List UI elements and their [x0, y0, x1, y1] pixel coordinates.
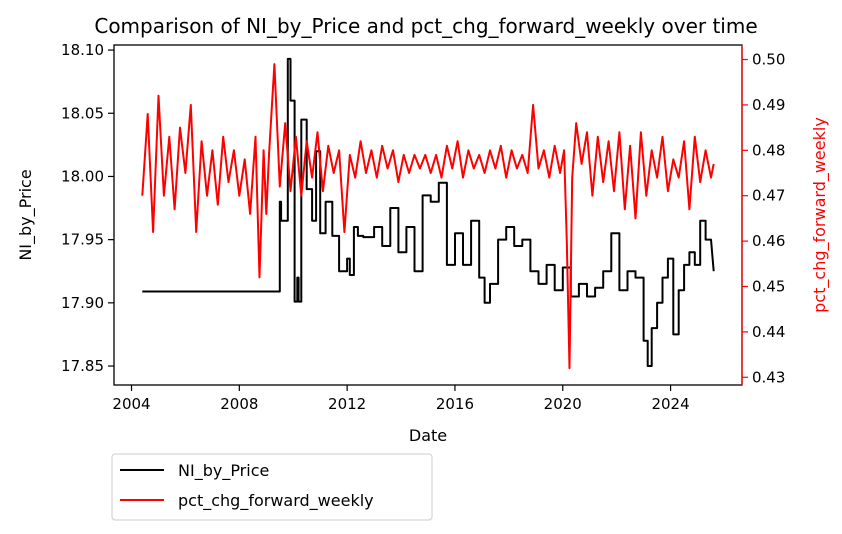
left-tick-label: 18.10	[61, 41, 104, 59]
x-tick-label: 2020	[544, 395, 582, 413]
legend: NI_by_Price pct_chg_forward_weekly	[111, 453, 433, 521]
left-axis-ticks: 17.85 17.90 17.95 18.00 18.05 18.10	[61, 41, 114, 375]
right-tick-label: 0.45	[752, 277, 785, 295]
series-line-pct-chg-forward-weekly	[141, 63, 715, 370]
right-tick-label: 0.48	[752, 141, 785, 159]
left-tick-label: 17.95	[61, 231, 104, 249]
right-tick-label: 0.47	[752, 187, 785, 205]
x-axis-label: Date	[409, 426, 447, 445]
right-tick-label: 0.46	[752, 232, 785, 250]
left-tick-label: 17.90	[61, 294, 104, 312]
y-axis-label-right: pct_chg_forward_weekly	[810, 117, 830, 313]
x-tick-label: 2016	[436, 395, 474, 413]
legend-label-ni-by-price: NI_by_Price	[178, 461, 269, 481]
chart-title: Comparison of NI_by_Price and pct_chg_fo…	[94, 14, 757, 38]
legend-label-pct-chg: pct_chg_forward_weekly	[178, 491, 374, 511]
x-axis-ticks: 2004 2008 2012 2016 2020 2024	[112, 385, 690, 413]
legend-frame	[111, 453, 433, 521]
right-tick-label: 0.50	[752, 51, 785, 69]
right-axis-ticks: 0.43 0.44 0.45 0.46 0.47 0.48 0.49 0.50	[742, 51, 785, 386]
x-tick-label: 2008	[220, 395, 258, 413]
left-tick-label: 18.05	[61, 104, 104, 122]
x-tick-label: 2024	[651, 395, 689, 413]
series-layer	[141, 57, 715, 370]
x-tick-label: 2004	[112, 395, 150, 413]
series-line-ni-by-price	[142, 57, 715, 367]
y-axis-label-left: NI_by_Price	[16, 169, 36, 260]
left-tick-label: 17.85	[61, 357, 104, 375]
right-tick-label: 0.49	[752, 96, 785, 114]
right-tick-label: 0.44	[752, 323, 785, 341]
x-tick-label: 2012	[328, 395, 366, 413]
left-tick-label: 18.00	[61, 167, 104, 185]
plot-frame	[113, 44, 743, 386]
right-tick-label: 0.43	[752, 368, 785, 386]
